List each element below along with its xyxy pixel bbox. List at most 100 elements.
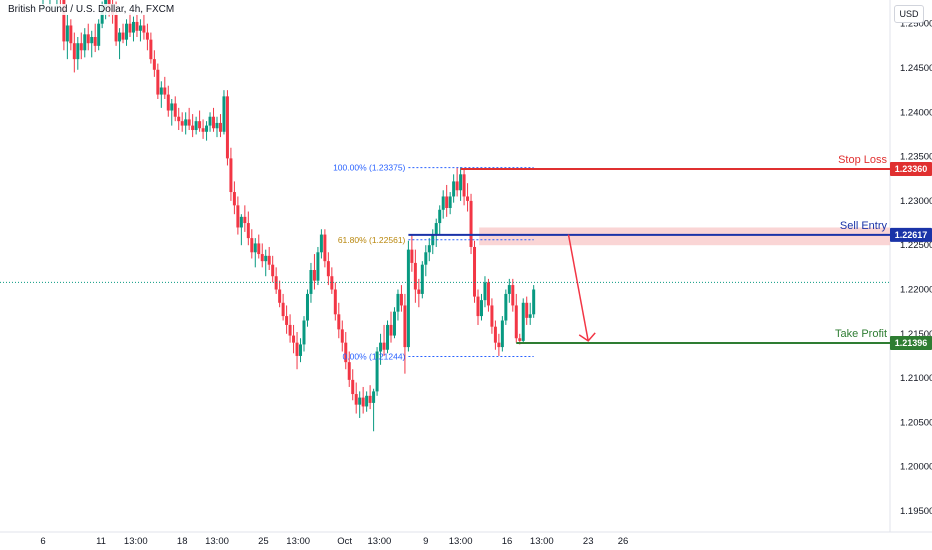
bullish-candle [118,32,122,42]
y-tick-label: 1.23500 [900,152,932,163]
bearish-candle [476,296,480,317]
bullish-candle [138,25,142,31]
bearish-candle [347,362,351,380]
fib-0-level-label: 0.00% (1.21244) [343,351,406,361]
y-tick-label: 1.19500 [900,506,932,517]
bearish-candle [399,293,403,306]
bullish-candle [452,181,456,197]
bearish-candle [267,255,271,265]
bearish-candle [466,196,470,201]
bearish-candle [323,234,327,262]
bearish-candle [389,324,393,336]
bullish-candle [97,23,101,46]
bullish-candle [131,21,135,33]
bearish-candle [177,116,181,122]
x-tick-label: 13:00 [286,536,310,547]
bullish-candle [65,25,69,42]
bearish-candle [490,305,494,327]
bullish-candle [479,300,483,317]
bearish-candle [351,379,355,395]
bearish-candle [340,329,344,343]
bearish-candle [69,25,73,44]
x-tick-label: 6 [40,536,45,547]
bearish-candle [218,122,222,132]
bullish-candle [194,121,198,131]
bearish-candle [382,342,386,350]
x-tick-label: 13:00 [124,536,148,547]
bullish-candle [434,223,438,235]
bullish-candle [459,174,463,191]
bearish-candle [511,285,515,306]
bearish-candle [518,338,522,341]
bullish-candle [302,320,306,345]
sell-entry-zone [479,227,890,246]
price-axis[interactable]: 1.25000 1.24500 1.24000 1.23500 1.23000 1.225… [900,19,932,517]
bearish-candle [198,121,202,129]
y-tick-label: 1.20500 [900,417,932,428]
y-tick-label: 1.22000 [900,285,932,296]
time-axis[interactable]: 6 11 13:00 18 13:00 25 13:00 Oct 13:00 9 13:00 16 13… [40,536,628,547]
bearish-candle [236,205,240,228]
bullish-candle [386,324,390,350]
bearish-candle [462,174,466,197]
bearish-candle [312,270,316,281]
bearish-candle [180,121,184,126]
bearish-candle [121,32,125,40]
bullish-candle [222,96,226,132]
bearish-candle [93,36,97,46]
bearish-candle [232,192,236,206]
bullish-candle [500,320,504,348]
bearish-candle [295,342,299,356]
bearish-candle [212,116,216,129]
sell-entry-label: Sell Entry [840,220,888,232]
annotations: 100.00% (1.23375) 61.80% (1.22561) 0.00% (… [0,154,932,361]
x-tick-label: Oct [337,536,352,547]
y-tick-label: 1.22500 [900,240,932,251]
bullish-candle [264,255,268,262]
bearish-candle [469,200,473,247]
bearish-candle [326,261,330,277]
bearish-candle [497,342,501,348]
bullish-candle [159,87,163,95]
x-tick-label: 13:00 [205,536,229,547]
bearish-candle [337,314,341,330]
y-tick-label: 1.21000 [900,373,932,384]
bearish-candle [288,324,292,336]
bearish-candle [260,254,264,262]
y-tick-label: 1.21500 [900,329,932,340]
bullish-candle [358,397,362,405]
bearish-candle [410,249,414,263]
bullish-candle [379,342,383,352]
take-profit-price-tag: 1.21396 [895,338,928,348]
bearish-candle [292,335,296,343]
bearish-candle [173,103,177,117]
bullish-candle [184,119,188,126]
bullish-candle [170,103,174,111]
take-profit-price-tag-bg [890,336,932,351]
bearish-candle [455,181,459,191]
bearish-candle [473,246,477,297]
bullish-candle [83,34,87,51]
bullish-candle [365,395,369,407]
bearish-candle [330,276,334,290]
bearish-candle [145,32,149,40]
bearish-candle [166,94,170,111]
bearish-candle [86,34,90,44]
fib-100-level-label: 100.00% (1.23375) [333,163,405,173]
bearish-candle [62,0,66,42]
bearish-candle [142,25,146,33]
chart-title: British Pound / U.S. Dollar, 4h, FXCM [6,4,177,15]
bullish-candle [406,249,410,348]
currency-button[interactable]: USD [894,5,924,23]
stop-loss-price-tag-bg [890,162,932,177]
bullish-candle [424,252,428,265]
bullish-candle [427,245,431,253]
bearish-candle [152,59,156,70]
candles [42,0,536,432]
bullish-candle [215,122,219,129]
bullish-candle [392,311,396,336]
y-tick-label: 1.25000 [900,19,932,30]
bullish-candle [76,43,80,60]
x-tick-label: 11 [96,536,106,547]
